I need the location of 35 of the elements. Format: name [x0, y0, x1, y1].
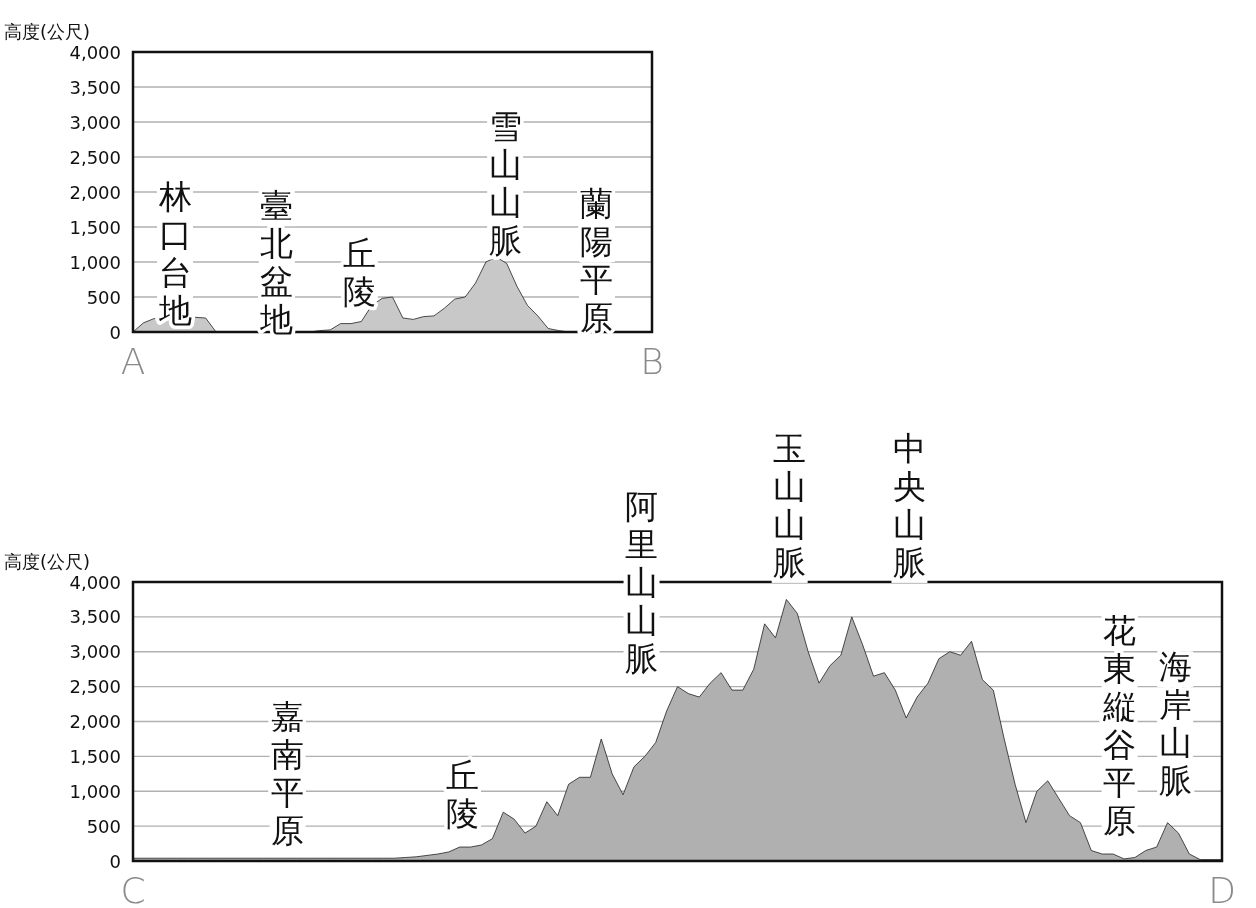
y-tick-label: 3,000: [69, 641, 121, 663]
y-tick-label: 500: [86, 815, 121, 837]
y-tick-label: 0: [109, 850, 121, 872]
annotation: 花東縦谷平原: [1102, 610, 1137, 840]
y-tick-label: 4,000: [69, 571, 121, 593]
y-tick-label: 0: [109, 321, 121, 343]
y-axis-title: 高度(公尺): [4, 21, 91, 42]
y-tick-label: 2,500: [69, 146, 121, 168]
y-tick-label: 3,500: [69, 606, 121, 628]
x-tick-label: C: [120, 870, 146, 908]
y-tick-label: 1,500: [69, 745, 121, 767]
text: 玉山山脈: [773, 428, 807, 582]
y-tick-label: 500: [86, 286, 121, 308]
x-tick-label: A: [120, 341, 146, 382]
annotation: 嘉南平原: [271, 696, 305, 850]
y-tick-label: 3,000: [69, 111, 121, 133]
x-tick-label: D: [1208, 870, 1236, 908]
text: 中央山脈: [892, 428, 926, 582]
annotation: 丘陵: [446, 756, 480, 834]
y-tick-label: 1,000: [69, 251, 121, 273]
annotation: 丘陵: [343, 233, 377, 311]
y-axis-title: 高度(公尺): [4, 551, 91, 572]
y-tick-label: 2,500: [69, 676, 121, 698]
annotation: 阿里山山脈: [625, 486, 659, 678]
annotation: 海岸山脈: [1158, 647, 1192, 801]
y-tick-label: 1,500: [69, 216, 121, 238]
annotation: 臺北盆地: [259, 186, 294, 340]
y-tick-label: 4,000: [69, 41, 121, 63]
y-tick-label: 1,000: [69, 780, 121, 802]
y-tick-label: 2,000: [69, 181, 121, 203]
y-tick-label: 3,500: [69, 76, 121, 98]
annotation: 雪山山脈: [488, 107, 522, 260]
annotation: 蘭陽平原: [580, 184, 614, 337]
y-tick-label: 2,000: [69, 711, 121, 732]
x-tick-label: B: [640, 341, 664, 382]
